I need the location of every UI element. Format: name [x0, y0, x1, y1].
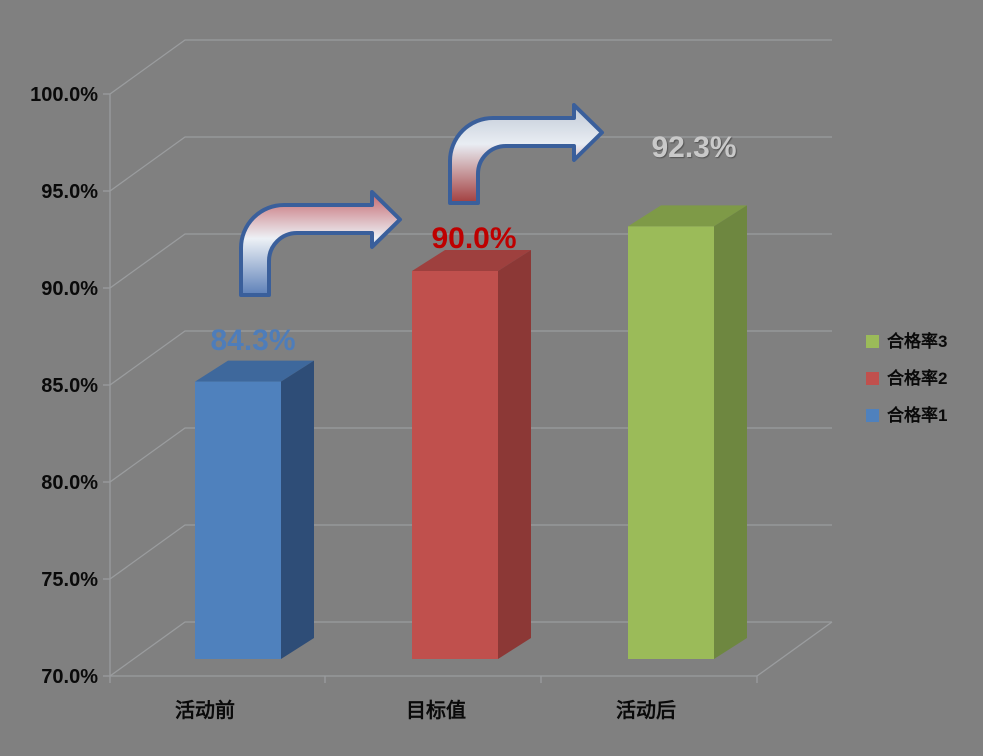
legend-label: 合格率3: [887, 332, 948, 351]
gridline: [109, 427, 832, 483]
bar-top-face: [412, 250, 531, 271]
bar-side-face: [498, 250, 531, 659]
y-axis-tick-label: 75.0%: [41, 569, 98, 591]
bent-arrow-before-to-target-icon: [239, 190, 402, 297]
bar-side-face: [714, 205, 747, 659]
gridline: [109, 524, 832, 580]
legend-item: 合格率2: [866, 367, 947, 390]
category-label: 活动前: [175, 698, 235, 722]
category-label: 活动后: [616, 699, 676, 722]
trend-arrows: [239, 103, 604, 297]
bar-合格率1: [195, 360, 314, 659]
data-label-合格率1: 84.3%: [210, 324, 295, 357]
y-axis-tick-label: 80.0%: [41, 472, 98, 494]
gridline: [109, 621, 832, 677]
legend-swatch-icon: [866, 372, 879, 385]
y-axis-tick-label: 95.0%: [41, 181, 98, 203]
legend: 合格率3 合格率2 合格率1: [866, 330, 947, 427]
bars: [195, 205, 747, 659]
floor-right-edge: [756, 621, 833, 677]
legend-item: 合格率3: [866, 330, 947, 353]
legend-item: 合格率1: [866, 404, 947, 427]
bar-合格率2: [412, 250, 531, 659]
bar-top-face: [628, 205, 747, 227]
category-label: 目标值: [406, 698, 466, 722]
bent-arrow-target-to-after-icon: [448, 103, 604, 205]
y-axis-tick-label: 70.0%: [41, 666, 98, 688]
gridline: [109, 330, 832, 386]
bar-side-face: [281, 360, 314, 659]
bar-合格率3: [628, 205, 747, 659]
y-axis-tick-label: 100.0%: [30, 84, 98, 106]
y-axis-tick-label: 90.0%: [41, 278, 98, 300]
legend-swatch-icon: [866, 409, 879, 422]
data-label-合格率2: 90.0%: [431, 222, 516, 255]
bar-top-face: [195, 360, 314, 382]
data-label-合格率3: 92.3%: [651, 131, 736, 164]
gridline: [109, 136, 832, 192]
chart-text: 70.0% 75.0% 80.0% 85.0% 90.0% 95.0% 100.0% 84.3…: [30, 84, 736, 722]
bar-front-face: [628, 226, 714, 659]
bar-front-face: [412, 271, 498, 659]
bar-front-face: [195, 381, 281, 659]
gridline: [109, 233, 832, 289]
legend-label: 合格率1: [887, 406, 948, 425]
y-axis-tick-label: 85.0%: [41, 375, 98, 397]
legend-label: 合格率2: [887, 369, 948, 388]
gridline: [109, 39, 832, 95]
legend-swatch-icon: [866, 335, 879, 348]
grid-and-axes: [103, 39, 833, 683]
